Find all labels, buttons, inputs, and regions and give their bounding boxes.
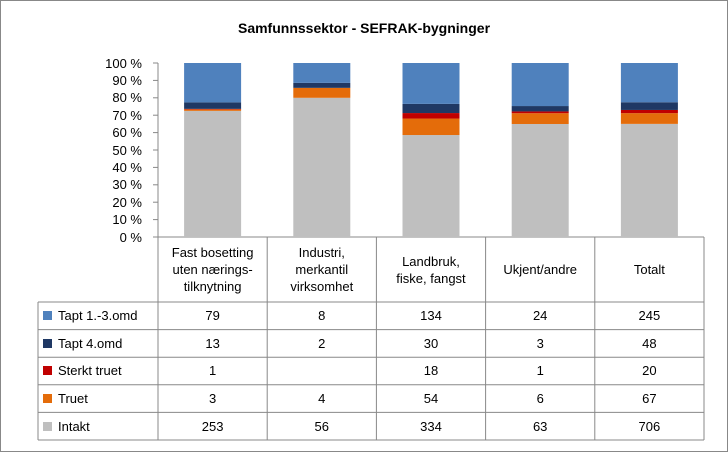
bar-segment xyxy=(402,118,460,136)
bar-segment xyxy=(511,113,569,124)
table-cell xyxy=(267,357,376,385)
y-tick-label: 40 % xyxy=(112,159,142,175)
y-tick-label: 10 % xyxy=(112,212,142,228)
bar-segment xyxy=(184,63,242,103)
y-tick-label: 0 % xyxy=(119,229,142,245)
bar-segment xyxy=(511,123,569,237)
legend-entry: Sterkt truet xyxy=(38,357,158,385)
table-cell: 18 xyxy=(423,363,439,379)
x-tick-label: Landbruk, fiske, fangst xyxy=(396,253,466,286)
x-tick-label: Totalt xyxy=(633,262,665,277)
legend-entry: Tapt 4.omd xyxy=(38,330,158,358)
bar-segment xyxy=(620,63,678,103)
table-cell: 79 xyxy=(205,308,220,324)
y-tick-label: 90 % xyxy=(112,72,142,88)
table-cell: 48 xyxy=(642,335,657,351)
x-tick-label: Ukjent/andre xyxy=(503,262,578,277)
y-tick-label: 80 % xyxy=(112,90,142,106)
bar-segment xyxy=(402,63,460,104)
bar-segment xyxy=(184,102,242,109)
y-tick-label: 60 % xyxy=(112,125,142,141)
table-cell: 67 xyxy=(642,391,657,407)
table-cell: 56 xyxy=(314,418,330,434)
legend-label: Truet xyxy=(58,391,88,407)
bar-segment xyxy=(511,106,569,112)
y-tick-label: 100 % xyxy=(105,55,142,71)
table-cell: 1 xyxy=(208,363,217,379)
bar-segment xyxy=(511,111,569,114)
y-tick-label: 50 % xyxy=(112,142,142,158)
legend-label: Sterkt truet xyxy=(58,363,122,379)
bar-segment xyxy=(293,97,351,237)
bar-segment xyxy=(402,103,460,114)
bar-segment xyxy=(511,63,569,107)
table-cell: 6 xyxy=(536,391,544,407)
table-cell: 4 xyxy=(318,391,326,407)
legend-entry: Truet xyxy=(38,385,158,413)
bar-segment xyxy=(620,113,678,124)
bar-segment xyxy=(293,87,351,98)
bar-segment xyxy=(620,123,678,237)
table-cell: 20 xyxy=(642,363,657,379)
legend-swatch xyxy=(43,311,52,321)
table-cell: 1 xyxy=(536,363,544,379)
legend-swatch xyxy=(43,338,52,348)
table-cell: 24 xyxy=(532,308,548,324)
table-cell: 245 xyxy=(638,308,661,324)
bar-segment xyxy=(620,102,678,110)
legend-label: Tapt 4.omd xyxy=(58,335,123,351)
bar-segment xyxy=(184,109,242,111)
legend-swatch xyxy=(43,394,52,404)
table-cell: 253 xyxy=(201,418,224,434)
legend-entry: Tapt 1.-3.omd xyxy=(38,302,158,330)
legend-label: Intakt xyxy=(58,418,90,434)
table-cell: 8 xyxy=(318,308,326,324)
table-cell: 3 xyxy=(208,391,217,407)
table-cell: 334 xyxy=(420,418,442,434)
table-cell: 134 xyxy=(420,308,442,324)
y-tick-label: 30 % xyxy=(112,177,142,193)
bar-segment xyxy=(184,110,242,237)
table-cell: 3 xyxy=(536,335,544,351)
bar-segment xyxy=(402,135,460,237)
table-cell: 2 xyxy=(318,335,326,351)
legend-swatch xyxy=(43,421,52,431)
legend-swatch xyxy=(43,366,52,376)
bar-segment xyxy=(402,113,460,119)
y-tick-label: 20 % xyxy=(112,194,142,210)
x-tick-label: Fast bosetting uten nærings- tilknytning xyxy=(171,245,254,294)
table-cell: 706 xyxy=(638,418,661,434)
table-cell: 30 xyxy=(423,335,439,351)
y-tick-label: 70 % xyxy=(112,107,142,123)
chart-title: Samfunnssektor - SEFRAK-bygninger xyxy=(237,19,491,36)
legend-entry: Intakt xyxy=(38,412,158,440)
bar-segment xyxy=(620,109,678,114)
table-cell: 63 xyxy=(532,418,548,434)
x-tick-label: Industri, merkantil virksomhet xyxy=(290,245,354,294)
bar-segment xyxy=(293,82,351,88)
table-cell: 13 xyxy=(205,335,220,351)
table-cell: 54 xyxy=(423,391,439,407)
legend-label: Tapt 1.-3.omd xyxy=(58,308,138,324)
bar-segment xyxy=(293,63,351,83)
